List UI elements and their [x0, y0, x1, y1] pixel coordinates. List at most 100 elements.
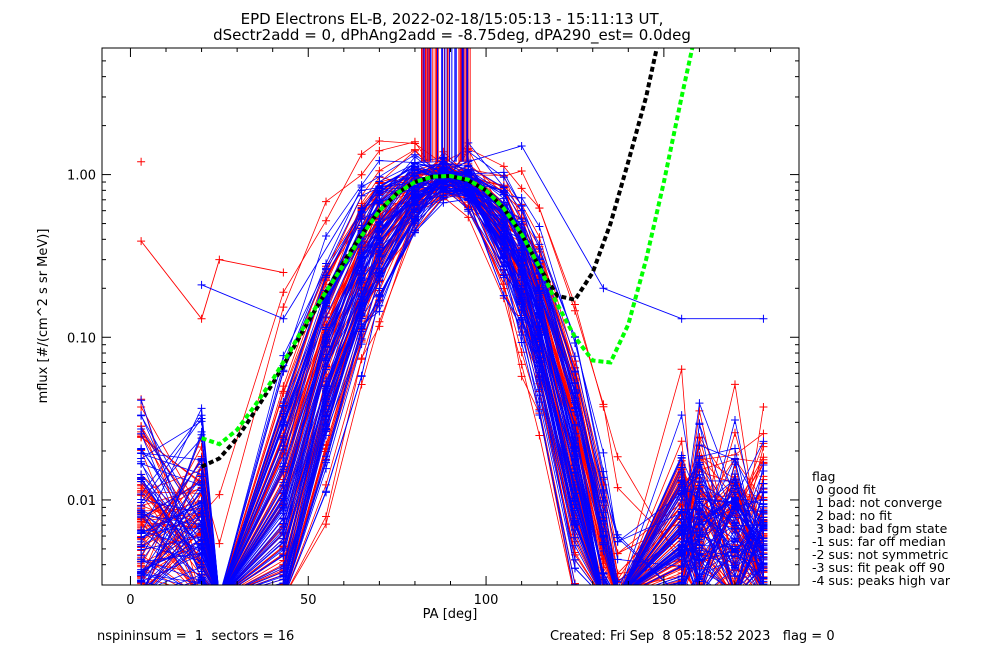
blue-marker — [137, 594, 145, 602]
red-marker — [517, 167, 526, 176]
red-marker — [215, 594, 223, 602]
blue-marker — [614, 594, 622, 602]
footer-right: Created: Fri Sep 8 05:18:52 2023 flag = … — [550, 629, 835, 644]
red-marker — [215, 594, 223, 602]
red-marker — [215, 594, 223, 602]
red-marker — [198, 594, 206, 602]
y-tick-label: 0.10 — [67, 331, 96, 346]
blue-marker — [137, 585, 145, 593]
red-trace — [140, 150, 761, 585]
red-marker — [678, 594, 686, 602]
blue-marker — [695, 556, 704, 565]
blue-trace — [228, 176, 764, 585]
blue-marker — [678, 594, 686, 602]
blue-example-marker — [759, 314, 768, 323]
blue-marker — [599, 594, 607, 602]
red-marker — [215, 594, 223, 602]
red-marker — [322, 512, 331, 521]
red-marker — [215, 594, 223, 602]
red-trace — [140, 178, 761, 585]
blue-marker — [215, 594, 223, 602]
blue-marker — [759, 534, 768, 543]
blue-marker — [695, 594, 703, 602]
blue-marker — [731, 589, 739, 597]
red-marker — [614, 594, 622, 602]
blue-trace — [140, 170, 764, 585]
red-marker — [614, 594, 622, 602]
blue-marker — [137, 594, 145, 602]
blue-marker — [614, 594, 622, 602]
blue-marker — [599, 594, 607, 602]
red-marker — [357, 170, 366, 179]
red-marker — [215, 594, 223, 602]
blue-marker — [198, 594, 206, 602]
blue-marker — [614, 594, 622, 602]
blue-marker — [517, 306, 526, 315]
red-marker — [375, 317, 384, 326]
red-marker — [282, 584, 284, 585]
red-marker — [613, 483, 622, 492]
blue-marker — [279, 402, 288, 411]
blue-marker — [215, 594, 223, 602]
blue-marker — [279, 594, 287, 602]
blue-marker — [730, 561, 739, 570]
red-trace — [144, 157, 762, 585]
blue-marker — [215, 594, 223, 602]
blue-marker — [695, 470, 704, 479]
red-marker — [215, 594, 223, 602]
red-marker — [730, 380, 739, 389]
red-marker — [215, 594, 223, 602]
blue-marker — [614, 594, 622, 602]
blue-marker — [535, 304, 544, 313]
blue-marker — [215, 594, 223, 602]
blue-marker — [357, 204, 366, 213]
blue-marker — [614, 594, 622, 602]
red-marker — [215, 594, 223, 602]
blue-trace — [141, 173, 764, 585]
red-marker — [137, 588, 145, 596]
blue-marker — [215, 594, 223, 602]
blue-marker — [599, 594, 607, 602]
blue-marker — [599, 594, 607, 602]
blue-marker — [759, 513, 768, 522]
red-marker — [137, 594, 145, 602]
red-trace — [147, 174, 764, 585]
red-marker — [215, 594, 223, 602]
blue-marker — [731, 586, 739, 594]
red-marker — [198, 594, 206, 602]
red-marker — [614, 594, 622, 602]
blue-marker — [614, 594, 622, 602]
blue-marker — [731, 594, 739, 602]
flag-legend: flag 0 good fit 1 bad: not converge 2 ba… — [812, 469, 951, 588]
blue-trace — [140, 169, 764, 585]
blue-marker — [614, 594, 622, 602]
blue-marker — [731, 586, 739, 594]
red-marker — [215, 594, 223, 602]
blue-marker — [570, 367, 579, 376]
blue-marker — [279, 594, 287, 602]
red-marker — [614, 594, 622, 602]
red-example-marker — [137, 157, 146, 166]
red-trace — [141, 149, 764, 585]
blue-marker — [695, 452, 704, 461]
red-marker — [215, 594, 223, 602]
red-marker — [599, 594, 607, 602]
blue-marker — [678, 594, 686, 602]
blue-marker — [198, 594, 206, 602]
red-marker — [614, 594, 622, 602]
blue-trace — [140, 169, 764, 585]
red-marker — [599, 594, 607, 602]
blue-marker — [410, 171, 419, 180]
blue-example-trace — [201, 145, 764, 320]
blue-marker — [762, 581, 764, 585]
blue-trace — [182, 169, 764, 585]
blue-marker — [410, 228, 419, 237]
red-marker — [614, 594, 622, 602]
blue-marker — [731, 594, 739, 602]
blue-marker — [375, 252, 384, 261]
red-marker — [614, 594, 622, 602]
blue-marker — [215, 594, 223, 602]
blue-marker — [215, 594, 223, 602]
red-marker — [759, 589, 767, 597]
blue-trace — [140, 188, 764, 585]
